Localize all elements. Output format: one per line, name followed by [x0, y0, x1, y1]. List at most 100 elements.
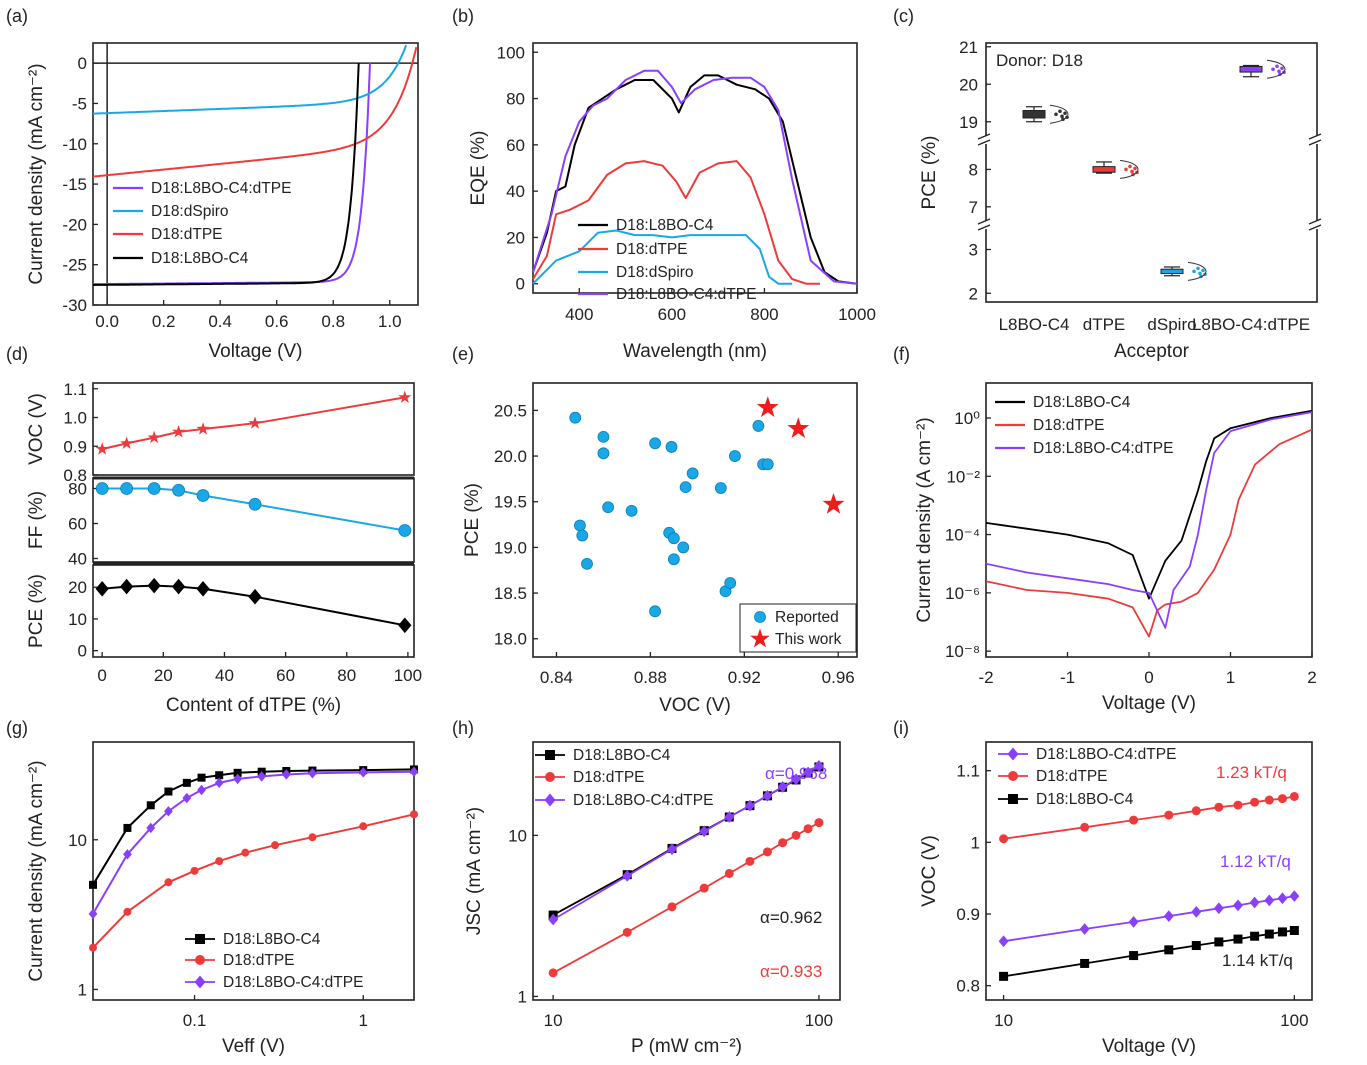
jph-curve-purple: [92, 770, 415, 915]
x-tick-label: 0.88: [634, 668, 667, 687]
this-work-star: [822, 493, 845, 514]
data-point-PCE: [248, 588, 262, 605]
data-point-VOC: [398, 390, 412, 403]
y-tick-label: 18.5: [494, 584, 527, 603]
voc-point-red: [1289, 791, 1299, 801]
voc-point-purple: [1213, 902, 1224, 915]
legend-g-1-marker: [195, 955, 205, 965]
voc-point-purple: [1079, 923, 1090, 935]
box-scatter-point: [1192, 269, 1196, 274]
slope-black: 1.14 kT/q: [1222, 951, 1293, 970]
x-tick-label: 40: [215, 666, 234, 685]
y-tick-label: 10⁻²: [946, 467, 980, 486]
y-tick-label: 20: [959, 75, 978, 94]
legend-f-0: D18:L8BO-C4: [1033, 394, 1131, 411]
y-axis-title: Current density (mA cm⁻²): [26, 760, 47, 981]
jsc-point-red: [778, 838, 788, 848]
box-distribution-curve: [1119, 159, 1139, 179]
jph-point-red: [308, 833, 317, 842]
jph-point-purple: [146, 822, 156, 834]
y-tick-label: 0.8: [63, 466, 87, 485]
y-tick-label: 8: [969, 160, 978, 179]
jsc-point-purple: [814, 760, 824, 772]
this-work-star: [756, 396, 779, 417]
legend-h-0: D18:L8BO-C4: [573, 747, 671, 764]
x-tick-label: 0.92: [728, 668, 761, 687]
box-scatter-point: [1063, 111, 1067, 116]
jsc-point-red: [745, 856, 755, 866]
legend-f-1: D18:dTPE: [1033, 417, 1105, 434]
legend-this-work-marker: [750, 628, 770, 648]
data-point-FF: [196, 489, 210, 502]
jph-point-purple: [197, 784, 206, 796]
axis-break: [1311, 221, 1323, 229]
x-tick-label: 0.1: [183, 1011, 207, 1030]
y-tick-label: 1.1: [63, 380, 87, 399]
voc-point-black: [1233, 934, 1243, 944]
y-axis-title: Current density (A cm⁻²): [914, 417, 935, 622]
reported-point: [574, 519, 586, 532]
voc-point-purple: [998, 935, 1009, 948]
data-point-PCE: [398, 617, 412, 634]
y-tick-label: 1: [518, 987, 527, 1006]
jsc-point-red: [667, 902, 677, 912]
x-tick-label: 80: [337, 666, 356, 685]
y-axis-title: FF (%): [26, 491, 47, 549]
dark-jv-purple: [985, 411, 1313, 629]
legend-i-2-marker: [1008, 794, 1018, 804]
jsc-point-purple: [744, 799, 755, 812]
x-tick-label: 0.8: [321, 312, 345, 331]
box-scatter-point: [1280, 66, 1284, 71]
jsc-point-red: [724, 868, 734, 878]
voc-point-purple: [1163, 910, 1174, 922]
x-axis-title: P (mW cm⁻²): [631, 1036, 742, 1057]
y-tick-label: 10⁻⁶: [945, 584, 980, 603]
box-distribution-curve: [1049, 104, 1069, 124]
x-tick-label: -1: [1060, 668, 1075, 687]
x-tick-label: 0.84: [540, 668, 573, 687]
panel-label-b: (b): [452, 6, 474, 26]
jsc-point-red: [548, 968, 558, 978]
box-scatter-point: [1277, 69, 1281, 74]
data-point-PCE: [120, 578, 134, 595]
legend-h-1: D18:dTPE: [573, 769, 645, 786]
y-tick-label: 10⁻⁴: [945, 526, 980, 545]
dark-jv-black: [985, 409, 1313, 600]
y-tick-label: 10⁻⁸: [945, 642, 980, 661]
x-axis-title: VOC (V): [659, 695, 731, 716]
jsc-point-purple: [699, 825, 710, 838]
jsc-point-red: [762, 847, 772, 857]
y-tick-label: 10⁰: [954, 409, 980, 428]
axis-break-mark: [977, 224, 991, 231]
axis-break-mark: [1308, 218, 1322, 225]
legend-a-0: D18:L8BO-C4:dTPE: [151, 180, 291, 197]
voc-point-red: [1191, 806, 1201, 816]
jph-point-black: [197, 773, 206, 782]
legend-b-3: D18:L8BO-C4:dTPE: [616, 286, 756, 303]
plot-frame-d0: [92, 382, 415, 476]
jph-point-red: [241, 848, 250, 857]
y-tick-label: 21: [959, 38, 978, 57]
x-category-label: L8BO-C4: [999, 315, 1070, 334]
jph-curve-red: [92, 813, 415, 949]
legend-a-1: D18:dSpiro: [151, 203, 229, 220]
jph-point-red: [123, 907, 132, 916]
voc-point-red: [1277, 794, 1287, 804]
y-tick-label: -10: [62, 135, 87, 154]
x-tick-label: 1: [358, 1011, 367, 1030]
jsc-point-red: [814, 818, 824, 828]
jph-point-purple: [214, 777, 224, 789]
voc-point-purple: [1128, 916, 1139, 928]
plot-frame-e: [532, 382, 858, 658]
data-point-FF: [120, 482, 134, 495]
voc-point-purple: [1249, 896, 1260, 909]
x-tick-label: 1: [1226, 668, 1235, 687]
reported-point: [597, 430, 610, 443]
data-point-VOC: [120, 436, 134, 449]
voc-point-black: [1191, 941, 1201, 951]
axis-break-mark: [1308, 224, 1322, 231]
jsc-point-red: [791, 830, 801, 840]
x-tick-label: 100: [394, 666, 422, 685]
jsc-point-purple: [667, 843, 677, 856]
y-axis-title: Current density (mA cm⁻²): [26, 63, 47, 284]
